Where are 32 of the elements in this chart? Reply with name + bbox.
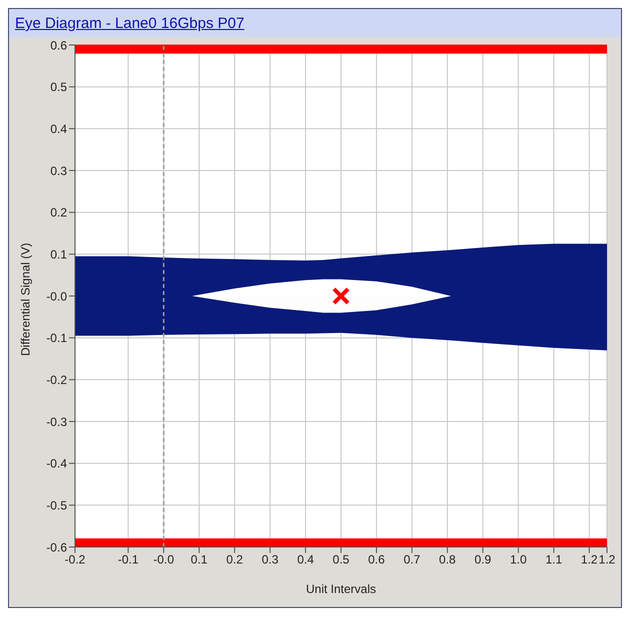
y-tick-label: -0.6 bbox=[46, 540, 68, 554]
x-tick-label: -0.1 bbox=[118, 552, 139, 567]
y-tick-label: -0.5 bbox=[46, 498, 68, 512]
x-tick-label: 0.8 bbox=[439, 552, 456, 567]
y-tick-label: -0.2 bbox=[46, 372, 68, 387]
x-tick-label: -0.0 bbox=[153, 552, 174, 567]
x-tick-label: 1.2 bbox=[598, 552, 616, 567]
y-tick-label: 0.3 bbox=[50, 164, 68, 178]
x-tick-label: 0.1 bbox=[190, 552, 208, 567]
x-tick-label: 0.5 bbox=[332, 552, 350, 567]
x-tick-label: 0.3 bbox=[262, 552, 279, 567]
y-tick-label: 0.4 bbox=[50, 122, 68, 136]
x-tick-label: 1.1 bbox=[545, 552, 562, 567]
y-tick-label: 0.1 bbox=[50, 247, 68, 262]
y-tick-label: 0.6 bbox=[50, 38, 68, 52]
y-tick-label: 0.2 bbox=[50, 206, 68, 220]
x-tick-label: 0.9 bbox=[474, 552, 492, 567]
y-axis-title: Differential Signal (V) bbox=[18, 242, 32, 356]
y-tick-label: -0.3 bbox=[46, 414, 68, 429]
x-tick-label: 0.4 bbox=[297, 552, 314, 567]
x-tick-label: 1.0 bbox=[510, 552, 527, 567]
chart-title: Eye Diagram - Lane0 16Gbps P07 bbox=[15, 15, 244, 32]
x-tick-label: 0.6 bbox=[368, 552, 386, 567]
x-tick-label: -0.2 bbox=[64, 552, 86, 567]
x-tick-label: 1.2 bbox=[580, 552, 598, 567]
y-tick-label: -0.1 bbox=[46, 331, 68, 346]
x-tick-label: 0.2 bbox=[226, 552, 244, 567]
y-tick-label: -0.0 bbox=[46, 289, 68, 304]
y-tick-label: 0.5 bbox=[50, 80, 68, 94]
x-axis-title: Unit Intervals bbox=[306, 582, 376, 596]
y-tick-label: -0.4 bbox=[46, 456, 68, 471]
x-tick-label: 0.7 bbox=[404, 552, 421, 567]
